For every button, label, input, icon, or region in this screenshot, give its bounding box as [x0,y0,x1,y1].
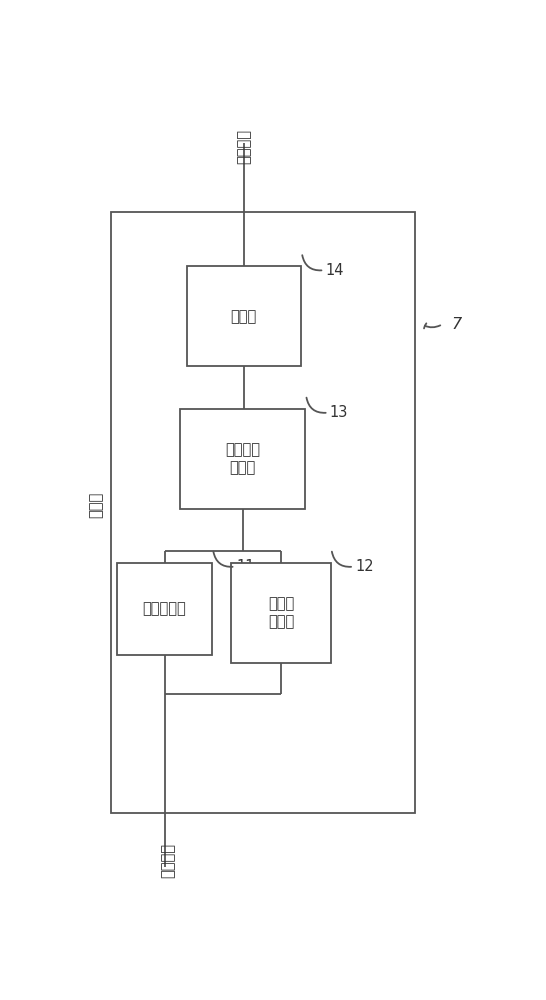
Text: 12: 12 [355,559,374,574]
FancyBboxPatch shape [187,266,301,366]
Text: 持续时间
测量部: 持续时间 测量部 [225,443,260,475]
FancyBboxPatch shape [231,563,331,663]
Text: 13: 13 [330,405,348,420]
Text: 7: 7 [451,317,461,332]
Text: 11: 11 [236,559,255,574]
Text: 振动信号: 振动信号 [160,843,175,878]
FancyBboxPatch shape [110,212,415,813]
Text: 判定部: 判定部 [231,309,257,324]
FancyBboxPatch shape [117,563,212,655]
Text: 处理部: 处理部 [88,492,103,518]
Text: 14: 14 [325,263,344,278]
Text: 能量计算部: 能量计算部 [143,601,186,616]
FancyBboxPatch shape [180,409,305,509]
Text: 判定结果: 判定结果 [236,129,251,164]
Text: 稳定性
判定部: 稳定性 判定部 [268,597,294,629]
